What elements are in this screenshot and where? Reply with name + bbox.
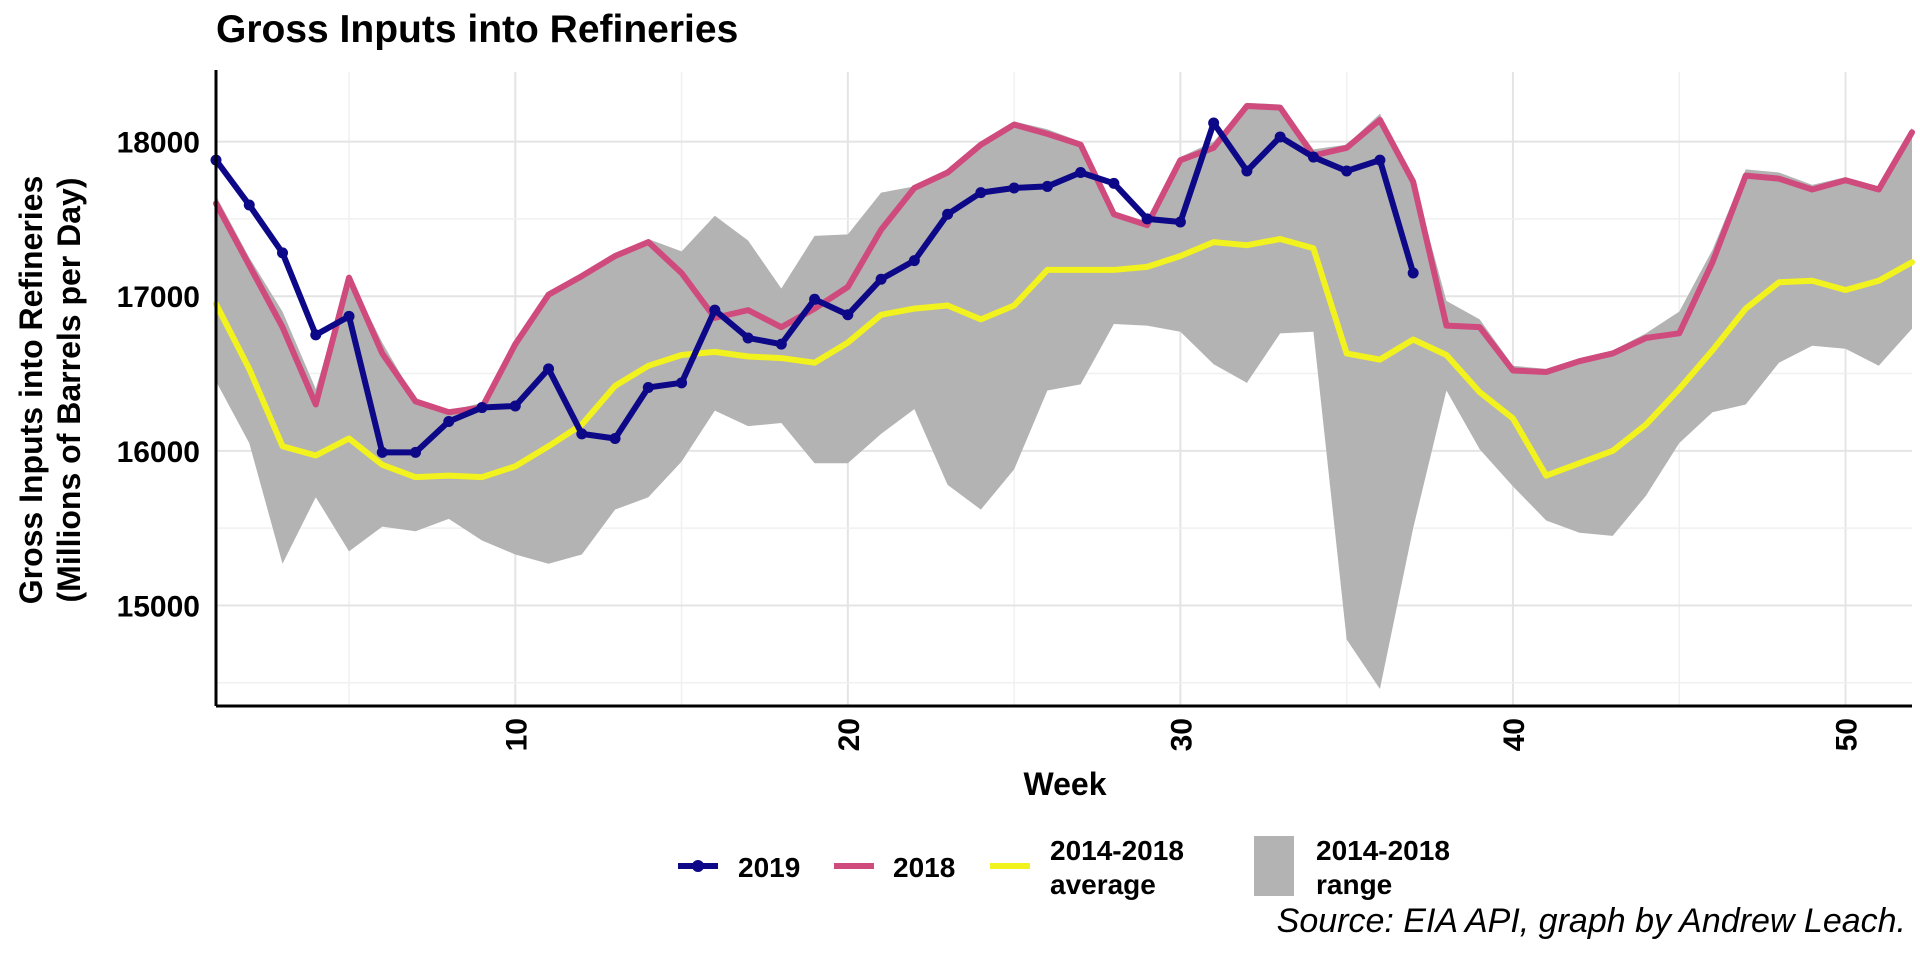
legend-item-2019: 2019 [678, 852, 800, 883]
legend-swatch-range [1254, 836, 1294, 896]
data-point-2019 [609, 432, 621, 444]
data-point-2019 [1108, 177, 1120, 189]
data-point-2019 [343, 310, 355, 322]
y-tick-label: 15000 [117, 590, 200, 623]
data-point-2019 [243, 199, 255, 211]
data-point-2019 [410, 446, 422, 458]
legend: 2019 2018 2014-2018 average 2014-2018 ra… [678, 835, 1450, 900]
data-point-2019 [642, 381, 654, 393]
x-tick-label: 30 [1165, 718, 1198, 751]
data-point-2019 [1274, 131, 1286, 143]
x-tick-label: 20 [833, 718, 866, 751]
data-point-2019 [543, 363, 555, 375]
data-point-2019 [1341, 165, 1353, 177]
data-point-2019 [742, 332, 754, 344]
data-point-2019 [310, 329, 322, 341]
data-point-2019 [942, 208, 954, 220]
data-point-2019 [1041, 180, 1053, 192]
legend-item-2018: 2018 [834, 852, 955, 883]
data-point-2019 [1208, 117, 1220, 129]
series-line-2014-2018-average [213, 236, 1915, 481]
data-point-2019 [1307, 151, 1319, 163]
data-point-2019 [775, 338, 787, 350]
series-layer [210, 103, 1915, 481]
data-point-2019 [1075, 167, 1087, 179]
data-point-2019 [975, 187, 987, 199]
y-axis-ticks: 15000 16000 17000 18000 [117, 127, 200, 624]
data-point-2019 [809, 293, 821, 305]
legend-item-average: 2014-2018 average [990, 835, 1184, 900]
series-line-2018 [213, 103, 1915, 416]
data-point-2019 [908, 255, 920, 267]
legend-label-range-line1: 2014-2018 [1316, 835, 1450, 866]
y-axis-title-line1: Gross Inputs into Refineries [13, 176, 49, 605]
x-axis-ticks: 10 20 30 40 50 [500, 718, 1863, 751]
legend-label-2018: 2018 [893, 852, 955, 883]
y-axis-title-line2: (Millions of Barrels per Day) [51, 178, 87, 603]
data-point-2019 [709, 304, 721, 316]
x-tick-label: 50 [1830, 718, 1863, 751]
data-point-2019 [1241, 165, 1253, 177]
legend-label-average-line1: 2014-2018 [1050, 835, 1184, 866]
data-point-2019 [1407, 267, 1419, 279]
range-area [216, 102, 1912, 689]
legend-marker-2019 [692, 860, 704, 872]
data-point-2019 [1141, 213, 1153, 225]
legend-label-range-line2: range [1316, 869, 1392, 900]
legend-label-2019: 2019 [738, 852, 800, 883]
legend-label-average-line2: average [1050, 869, 1156, 900]
data-point-2019 [277, 247, 289, 259]
x-axis-title: Week [1023, 766, 1106, 802]
x-tick-label: 10 [500, 718, 533, 751]
legend-item-range: 2014-2018 range [1254, 835, 1450, 900]
data-point-2019 [443, 415, 455, 427]
chart-title: Gross Inputs into Refineries [216, 8, 739, 51]
data-point-2019 [1174, 216, 1186, 228]
y-tick-label: 17000 [117, 281, 200, 314]
data-point-2019 [842, 309, 854, 321]
data-point-2019 [509, 400, 521, 412]
data-point-2019 [1374, 154, 1386, 166]
x-tick-label: 40 [1498, 718, 1531, 751]
data-point-2019 [875, 273, 887, 285]
data-point-2019 [676, 377, 688, 389]
y-tick-label: 18000 [117, 127, 200, 160]
source-caption: Source: EIA API, graph by Andrew Leach. [1276, 902, 1906, 940]
data-point-2019 [1008, 182, 1020, 194]
data-point-2019 [476, 402, 488, 414]
data-point-2019 [376, 446, 388, 458]
data-point-2019 [576, 428, 588, 440]
y-tick-label: 16000 [117, 436, 200, 469]
